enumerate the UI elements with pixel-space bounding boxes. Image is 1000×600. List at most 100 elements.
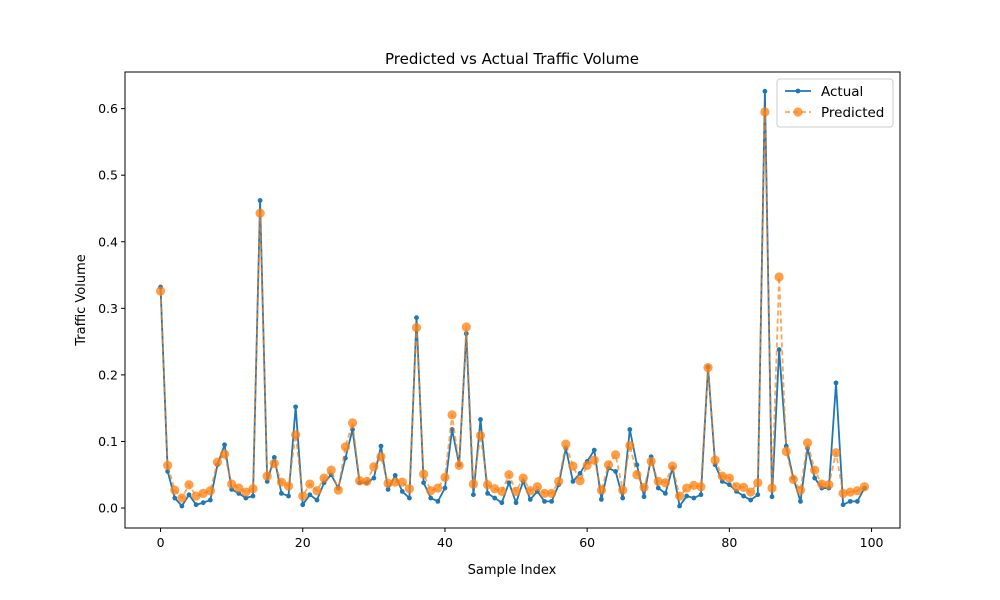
x-tick-label: 20 xyxy=(295,535,311,550)
series-predicted-point xyxy=(696,482,706,492)
series-predicted-point xyxy=(468,479,478,489)
y-tick-label: 0.5 xyxy=(98,168,118,183)
series-predicted-point xyxy=(852,486,862,496)
series-predicted-point xyxy=(575,476,585,486)
series-actual-point xyxy=(207,497,213,503)
series-actual-point xyxy=(662,490,668,496)
series-predicted-point xyxy=(475,430,486,441)
series-actual-point xyxy=(798,498,803,504)
series-predicted-point xyxy=(568,461,578,471)
series-predicted-point xyxy=(824,480,834,490)
series-predicted-point xyxy=(717,471,727,481)
series-actual-point xyxy=(435,498,441,504)
series-actual-point xyxy=(421,480,427,486)
series-predicted-point xyxy=(539,488,550,498)
series-predicted-point xyxy=(177,493,187,503)
series-predicted-point xyxy=(795,485,806,495)
series-actual-point xyxy=(378,443,384,449)
series-predicted-point xyxy=(703,362,713,373)
series-actual-point xyxy=(776,347,782,352)
series-actual-point xyxy=(755,492,761,498)
series-predicted-point xyxy=(205,486,215,496)
series-actual-point xyxy=(677,503,682,509)
series-predicted-point xyxy=(269,458,279,469)
legend-actual-label: Actual xyxy=(821,84,863,100)
series-actual-point xyxy=(470,492,476,498)
series-actual-point xyxy=(513,500,519,506)
series-predicted-point xyxy=(582,460,592,471)
series-actual-point xyxy=(655,485,661,491)
series-predicted-point xyxy=(589,455,599,465)
series-actual-point xyxy=(499,500,505,506)
series-actual-point xyxy=(627,427,633,432)
series-predicted-point xyxy=(632,470,642,480)
series-actual-point xyxy=(854,498,860,504)
series-predicted-point xyxy=(710,455,720,465)
series-actual-point xyxy=(591,447,597,453)
series-predicted-point xyxy=(369,462,379,472)
series-actual-point xyxy=(250,493,256,499)
series-predicted-point xyxy=(355,476,365,486)
series-predicted-point xyxy=(219,449,230,459)
series-actual-point xyxy=(428,495,434,501)
series-actual-point xyxy=(570,479,576,484)
series-predicted-point xyxy=(184,480,194,490)
series-predicted-point xyxy=(234,483,244,493)
series-actual-point xyxy=(847,498,853,504)
y-tick-label: 0.1 xyxy=(98,434,118,449)
series-predicted-point xyxy=(497,486,507,496)
series-actual-point xyxy=(399,488,405,494)
series-predicted-point xyxy=(305,479,315,489)
legend: Actual Predicted xyxy=(776,78,894,128)
series-predicted-point xyxy=(802,438,813,448)
series-predicted-point xyxy=(518,473,528,483)
series-predicted-point xyxy=(639,482,649,492)
series-actual-point xyxy=(641,494,647,500)
legend-predicted-marker-icon xyxy=(793,107,803,117)
series-actual-point xyxy=(286,493,291,499)
series-predicted-point xyxy=(504,470,514,480)
series-predicted-point xyxy=(347,418,358,428)
series-predicted-point xyxy=(596,485,606,495)
x-tick-label: 40 xyxy=(437,535,453,550)
series-predicted-point xyxy=(731,482,742,492)
series-actual-point xyxy=(748,497,754,503)
series-predicted-point xyxy=(767,483,777,493)
series-predicted-point xyxy=(667,461,678,471)
x-tick-label: 100 xyxy=(860,535,884,550)
series-predicted-point xyxy=(376,452,386,462)
series-actual-point xyxy=(392,473,398,478)
series-predicted-point xyxy=(788,474,798,484)
series-actual-point xyxy=(577,471,583,476)
series-predicted-point xyxy=(241,487,251,497)
series-predicted-point xyxy=(682,483,692,493)
x-tick-label: 60 xyxy=(579,535,595,550)
series-predicted-point xyxy=(319,473,329,483)
series-actual-point xyxy=(812,475,818,481)
series-actual-point xyxy=(200,500,206,506)
series-actual-point xyxy=(314,497,320,503)
y-tick-label: 0.3 xyxy=(98,301,118,316)
series-predicted-point xyxy=(276,477,287,487)
series-actual-point xyxy=(478,417,483,422)
series-predicted-point xyxy=(283,481,294,491)
series-predicted-point xyxy=(753,478,763,488)
series-predicted-point xyxy=(419,469,429,479)
series-predicted-point xyxy=(511,486,521,496)
series-predicted-point xyxy=(689,480,699,490)
series-actual-point xyxy=(179,503,185,509)
series-actual-point xyxy=(371,475,377,481)
y-tick-label: 0.0 xyxy=(98,501,118,516)
series-actual-point xyxy=(840,502,846,508)
series-actual-point xyxy=(620,495,626,501)
x-axis-ticks: 0 20 40 60 80 100 xyxy=(157,528,884,550)
series-layer xyxy=(155,88,870,509)
plot-frame xyxy=(124,71,901,529)
series-actual-point xyxy=(542,498,547,504)
y-tick-label: 0.2 xyxy=(98,367,118,382)
series-predicted-point xyxy=(774,272,784,282)
series-predicted-point xyxy=(212,457,223,467)
series-actual-point xyxy=(726,482,732,488)
series-predicted-point xyxy=(781,446,791,457)
series-predicted-point xyxy=(411,323,422,333)
